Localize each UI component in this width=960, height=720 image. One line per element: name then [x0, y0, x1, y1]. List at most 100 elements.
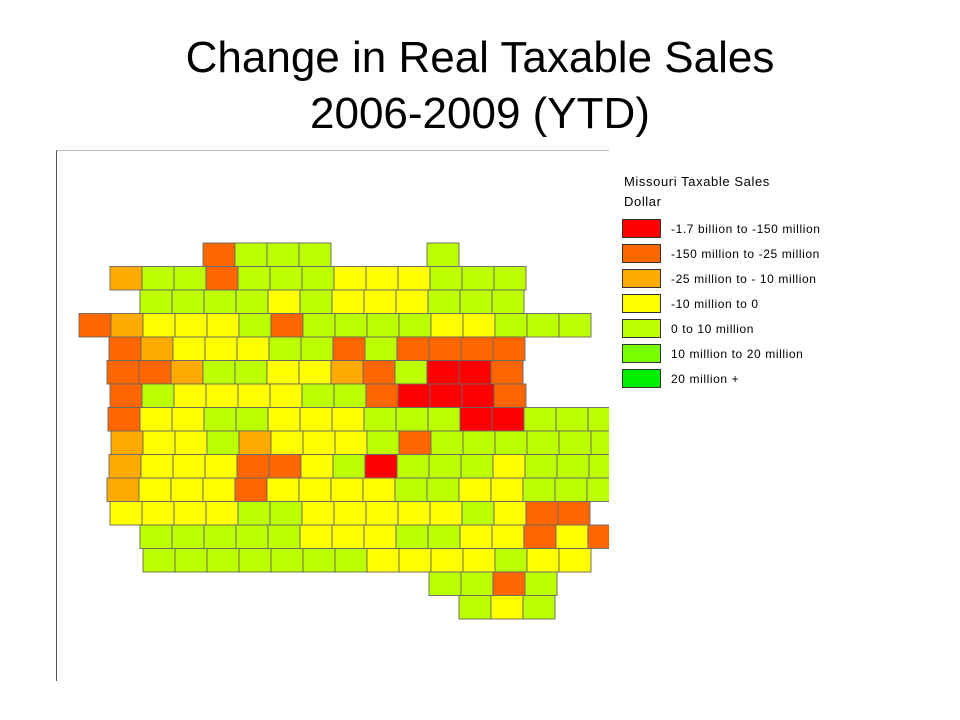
county-8-4 [206, 430, 240, 455]
county-7-14 [523, 407, 557, 432]
county-11-10 [397, 501, 431, 526]
county-1-2 [141, 266, 175, 291]
county-8-11 [430, 430, 464, 455]
county-4-6 [268, 336, 302, 361]
legend-item-2: -150 million to -25 million [622, 241, 844, 266]
county-12-5 [235, 524, 269, 549]
county-6-7 [301, 383, 335, 408]
county-8-9 [366, 430, 400, 455]
county-13-12 [462, 548, 496, 573]
legend-items: -1.7 billion to -150 million -150 millio… [622, 216, 844, 391]
county-10-6 [266, 477, 300, 502]
county-11-11 [429, 501, 463, 526]
county-12-13 [491, 524, 525, 549]
county-11-7 [301, 501, 335, 526]
county-2-2 [139, 289, 173, 314]
county-12-9 [363, 524, 397, 549]
county-5-3 [170, 360, 204, 385]
county-6-10 [397, 383, 431, 408]
county-4-5 [236, 336, 270, 361]
county-11-5 [237, 501, 271, 526]
county-0-5 [234, 242, 268, 267]
county-1-1 [109, 266, 143, 291]
county-5-6 [266, 360, 300, 385]
county-1-6 [269, 266, 303, 291]
county-5-7 [298, 360, 332, 385]
map-frame [56, 150, 609, 681]
county-7-15 [555, 407, 589, 432]
county-12-10 [395, 524, 429, 549]
county-8-13 [494, 430, 528, 455]
county-15-12 [458, 595, 492, 620]
county-13-9 [366, 548, 400, 573]
county-4-3 [172, 336, 206, 361]
legend-swatch-4 [622, 294, 661, 313]
county-10-14 [522, 477, 556, 502]
county-7-16 [587, 407, 609, 432]
legend-item-5: 0 to 10 million [622, 316, 844, 341]
legend-label-6: 10 million to 20 million [671, 346, 804, 361]
county-12-15 [555, 524, 589, 549]
county-12-11 [427, 524, 461, 549]
county-9-11 [428, 454, 462, 479]
county-9-3 [172, 454, 206, 479]
county-12-14 [523, 524, 557, 549]
legend-label-3: -25 million to - 10 million [671, 271, 817, 286]
county-9-1 [108, 454, 142, 479]
county-9-9 [364, 454, 398, 479]
county-5-11 [426, 360, 460, 385]
legend-label-2: -150 million to -25 million [671, 246, 820, 261]
legend-item-1: -1.7 billion to -150 million [622, 216, 844, 241]
county-2-8 [331, 289, 365, 314]
county-2-6 [267, 289, 301, 314]
county-13-10 [398, 548, 432, 573]
county-10-12 [458, 477, 492, 502]
county-8-15 [558, 430, 592, 455]
legend-label-7: 20 million + [671, 371, 740, 386]
county-11-13 [493, 501, 527, 526]
county-8-16 [590, 430, 609, 455]
county-10-15 [554, 477, 588, 502]
legend-title: Missouri Taxable Sales [624, 174, 770, 189]
legend-label-1: -1.7 billion to -150 million [671, 221, 821, 236]
county-5-12 [458, 360, 492, 385]
county-9-8 [332, 454, 366, 479]
county-14-12 [460, 571, 494, 596]
county-5-9 [362, 360, 396, 385]
county-0-7 [298, 242, 332, 267]
county-3-0 [78, 313, 112, 338]
county-12-6 [267, 524, 301, 549]
county-13-14 [526, 548, 560, 573]
county-1-10 [397, 266, 431, 291]
county-8-6 [270, 430, 304, 455]
county-10-9 [362, 477, 396, 502]
county-13-6 [270, 548, 304, 573]
county-3-2 [142, 313, 176, 338]
county-14-14 [524, 571, 558, 596]
county-6-6 [269, 383, 303, 408]
county-4-2 [140, 336, 174, 361]
county-4-10 [396, 336, 430, 361]
county-1-11 [429, 266, 463, 291]
legend-label-5: 0 to 10 million [671, 321, 755, 336]
legend-swatch-3 [622, 269, 661, 288]
county-9-7 [300, 454, 334, 479]
county-10-10 [394, 477, 428, 502]
county-6-3 [173, 383, 207, 408]
legend-label-4: -10 million to 0 [671, 296, 759, 311]
county-7-10 [395, 407, 429, 432]
county-7-2 [139, 407, 173, 432]
county-13-5 [238, 548, 272, 573]
county-9-2 [140, 454, 174, 479]
county-3-12 [462, 313, 496, 338]
county-8-7 [302, 430, 336, 455]
county-10-5 [234, 477, 268, 502]
county-5-4 [202, 360, 236, 385]
county-2-11 [427, 289, 461, 314]
county-2-7 [299, 289, 333, 314]
county-13-3 [174, 548, 208, 573]
county-0-6 [266, 242, 300, 267]
county-6-9 [365, 383, 399, 408]
county-13-7 [302, 548, 336, 573]
county-13-8 [334, 548, 368, 573]
